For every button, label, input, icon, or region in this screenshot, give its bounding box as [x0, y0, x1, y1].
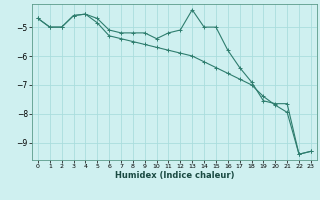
- X-axis label: Humidex (Indice chaleur): Humidex (Indice chaleur): [115, 171, 234, 180]
